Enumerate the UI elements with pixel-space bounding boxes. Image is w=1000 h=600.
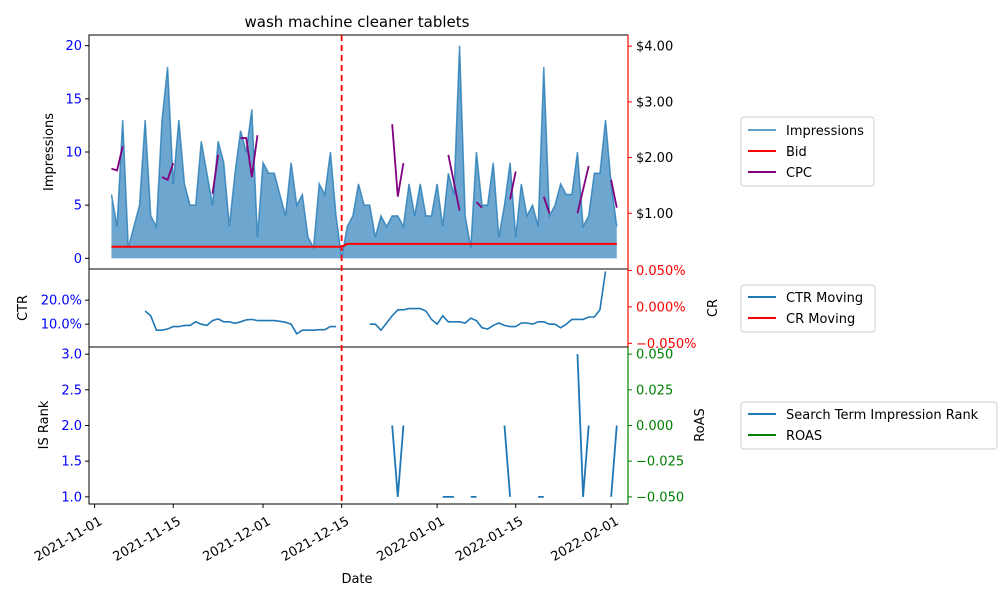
cpc-segment-0 bbox=[111, 146, 124, 172]
x-tick-label: 2021-12-15 bbox=[279, 514, 352, 565]
cpc-segment-3 bbox=[240, 135, 259, 178]
rank-segment-3 bbox=[503, 425, 511, 497]
legend-middle: CTR Moving CR Moving bbox=[740, 284, 876, 333]
legend-bottom: Search Term Impression Rank ROAS bbox=[740, 401, 998, 450]
top-right-tick-label: $1.00 bbox=[636, 207, 673, 222]
legend-cr-label: CR Moving bbox=[786, 312, 855, 327]
legend-bottom-box bbox=[740, 401, 998, 450]
bottom-right-tick-label: −0.050 bbox=[636, 490, 684, 505]
bottom-ylabel: IS Rank bbox=[37, 400, 52, 449]
chart-title: wash machine cleaner tablets bbox=[245, 13, 470, 31]
top-ylabel: Impressions bbox=[42, 113, 57, 191]
bottom-right-tick-label: 0.050 bbox=[636, 348, 673, 363]
cpc-segment-8 bbox=[542, 196, 551, 214]
top-left-tick-label: 5 bbox=[74, 199, 82, 214]
cpc-segment-2 bbox=[211, 154, 220, 194]
middle-right-ylabel: CR bbox=[706, 299, 721, 317]
x-tick-label: 2021-11-01 bbox=[32, 514, 105, 565]
x-tick-label: 2022-02-01 bbox=[549, 514, 622, 565]
cpc-segment-6 bbox=[475, 201, 483, 209]
legend-cpc-label: CPC bbox=[786, 166, 812, 181]
middle-left-tick-label: 10.0% bbox=[41, 318, 82, 333]
middle-panel-frame bbox=[88, 268, 629, 348]
middle-left-tick-label: 20.0% bbox=[41, 294, 82, 309]
top-right-tick-label: $4.00 bbox=[636, 40, 673, 55]
plot-layer bbox=[110, 35, 618, 504]
middle-right-tick-label: −0.050% bbox=[636, 337, 696, 352]
bottom-right-ylabel: RoAS bbox=[693, 408, 708, 442]
cpc-segment-4 bbox=[391, 124, 405, 197]
bottom-right-tick-label: 0.000 bbox=[636, 419, 673, 434]
bid-line bbox=[111, 242, 617, 248]
x-axis-label: Date bbox=[341, 572, 372, 587]
cpc-segment-10 bbox=[610, 179, 618, 208]
top-left-tick-label: 15 bbox=[65, 92, 82, 107]
rank-segment-5 bbox=[576, 354, 590, 497]
legend-ctr-label: CTR Moving bbox=[786, 291, 863, 306]
middle-ylabel: CTR bbox=[16, 295, 31, 321]
bottom-left-tick-label: 1.5 bbox=[61, 455, 82, 470]
cpc-segment-1 bbox=[161, 162, 175, 182]
legend-top-box bbox=[740, 116, 875, 187]
rank-segment-6 bbox=[610, 425, 618, 497]
top-right-tick-label: $2.00 bbox=[636, 151, 673, 166]
bottom-left-tick-label: 2.0 bbox=[61, 419, 82, 434]
legend-impressions-label: Impressions bbox=[786, 124, 864, 139]
top-left-tick-label: 0 bbox=[74, 252, 82, 267]
bottom-right-tick-label: −0.025 bbox=[636, 455, 684, 470]
bottom-left-tick-label: 3.0 bbox=[61, 348, 82, 363]
middle-right-tick-label: 0.050% bbox=[636, 264, 686, 279]
bottom-left-tick-label: 2.5 bbox=[61, 383, 82, 398]
bottom-left-tick-label: 1.0 bbox=[61, 490, 82, 505]
x-tick-label: 2022-01-15 bbox=[453, 514, 526, 565]
top-right-tick-label: $3.00 bbox=[636, 95, 673, 110]
bottom-right-tick-label: 0.025 bbox=[636, 383, 673, 398]
rank-segment-0 bbox=[391, 425, 405, 497]
axes-layer: 0 5 10 15 20 $1.00 $2.00 $3.00 $4.00 10.0% 20.0% −0… bbox=[32, 35, 696, 565]
legend-roas-label: ROAS bbox=[786, 429, 822, 444]
top-left-tick-label: 20 bbox=[65, 39, 82, 54]
legend-top: Impressions Bid CPC bbox=[740, 116, 875, 187]
cpc-segment-5 bbox=[447, 154, 461, 211]
legend-bid-label: Bid bbox=[786, 145, 807, 160]
ctr-segment-1 bbox=[369, 271, 607, 332]
impressions-line bbox=[110, 45, 618, 259]
impressions-area bbox=[111, 45, 617, 259]
x-tick-label: 2021-11-15 bbox=[111, 514, 184, 565]
cpc-segment-7 bbox=[509, 171, 517, 200]
legend-rank-label: Search Term Impression Rank bbox=[786, 408, 979, 423]
x-tick-label: 2021-12-01 bbox=[201, 514, 274, 565]
middle-right-tick-label: 0.000% bbox=[636, 300, 686, 315]
x-tick-label: 2022-01-01 bbox=[375, 514, 448, 565]
cpc-segment-9 bbox=[576, 165, 590, 214]
ctr-segment-0 bbox=[144, 310, 337, 335]
top-left-tick-label: 10 bbox=[65, 146, 82, 161]
bottom-panel-frame bbox=[88, 346, 629, 505]
